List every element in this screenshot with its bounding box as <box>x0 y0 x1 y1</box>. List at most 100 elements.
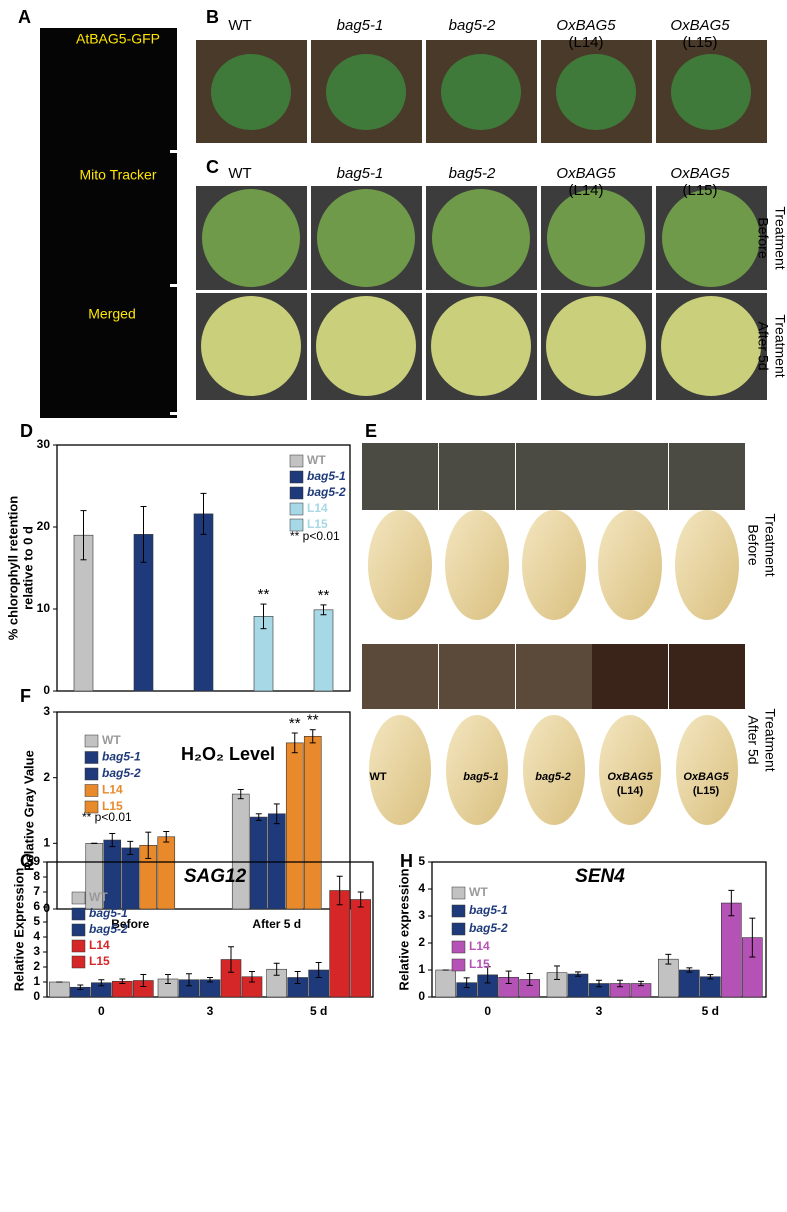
scale-bar <box>170 284 177 287</box>
y-tick-label: 3 <box>43 704 50 718</box>
leaf <box>446 715 508 825</box>
dish <box>202 189 300 287</box>
significance: ** <box>289 715 301 732</box>
legend-label: L14 <box>469 939 490 953</box>
legend-swatch <box>289 502 304 516</box>
legend-swatch <box>451 886 466 900</box>
legend-label: L14 <box>307 501 328 515</box>
panel-letter: H <box>400 851 413 871</box>
legend-swatch <box>289 454 304 468</box>
y-tick-label: 3 <box>418 908 425 922</box>
scale-bar <box>170 150 177 153</box>
legend-swatch <box>84 767 99 781</box>
legend-swatch <box>71 939 86 953</box>
y-tick-label: 2 <box>43 770 50 784</box>
y-tick-label: 0 <box>33 989 40 1003</box>
channel-label: Mito Tracker <box>79 167 156 183</box>
legend-label: L15 <box>307 517 328 531</box>
leaf-micrograph <box>516 443 592 510</box>
bar <box>157 836 176 910</box>
y-tick-label: 1 <box>418 962 425 976</box>
dish <box>316 296 416 396</box>
genotype-label: WT <box>228 17 251 34</box>
y-axis-label: Relative Gray Value <box>21 750 36 871</box>
y-tick-label: 5 <box>33 914 40 928</box>
y-tick-label: 2 <box>418 935 425 949</box>
y-tick-label: 9 <box>33 854 40 868</box>
legend-swatch <box>84 784 99 797</box>
leaf-micrograph <box>362 644 438 709</box>
genotype-label: WT <box>228 165 251 182</box>
genotype-label: bag5-1 <box>337 165 384 182</box>
x-tick-label: 0 <box>98 1004 105 1018</box>
y-tick-label: 5 <box>418 854 425 868</box>
panel-letter: E <box>365 421 377 441</box>
x-tick-label: 3 <box>207 1004 214 1018</box>
y-tick-label: 0 <box>418 989 425 1003</box>
bar <box>231 793 250 910</box>
row-label: Before <box>755 217 771 258</box>
panel-letter: F <box>20 686 31 706</box>
legend-label: L15 <box>89 954 110 968</box>
dish <box>662 189 760 287</box>
bar <box>249 816 268 910</box>
genotype-label: bag5-2 <box>449 165 496 182</box>
legend-label: bag5-2 <box>89 922 128 936</box>
y-axis-label: Relative Expression <box>11 868 26 992</box>
y-axis-label: relative to 0 d <box>20 526 35 610</box>
genotype-label: OxBAG5 <box>670 165 730 182</box>
y-axis-label: % chlorophyll retention <box>5 496 20 641</box>
row-label: Before <box>745 524 761 565</box>
annotation: ** p<0.01 <box>82 810 132 824</box>
bar <box>658 958 679 998</box>
leaf <box>522 510 586 620</box>
bar <box>303 735 322 910</box>
panel-letter: C <box>206 157 219 177</box>
genotype-label: OxBAG5 <box>683 771 729 783</box>
legend-swatch <box>451 958 466 972</box>
significance: ** <box>307 712 319 729</box>
bar <box>193 513 214 692</box>
dish <box>432 189 530 287</box>
y-tick-label: 8 <box>33 869 40 883</box>
genotype-label: bag5-2 <box>449 17 496 34</box>
genotype-line: (L15) <box>693 785 720 797</box>
dish <box>201 296 301 396</box>
leaf <box>445 510 509 620</box>
y-tick-label: 10 <box>37 601 51 615</box>
legend-label: bag5-1 <box>307 469 346 483</box>
panel-letter: G <box>20 851 34 871</box>
row-label: After 5d <box>745 715 761 764</box>
genotype-line: (L14) <box>617 785 644 797</box>
legend-label: L14 <box>89 938 110 952</box>
leaf-micrograph <box>592 644 668 709</box>
leaf <box>599 715 661 825</box>
panel-letter: A <box>18 7 31 27</box>
y-tick-label: 0 <box>43 683 50 697</box>
legend-swatch <box>71 891 86 905</box>
leaf-micrograph <box>362 443 438 510</box>
y-tick-label: 30 <box>37 437 51 451</box>
row-label: Treatment <box>762 513 778 576</box>
bar <box>679 969 700 998</box>
genotype-label: OxBAG5 <box>607 771 653 783</box>
plot-frame <box>56 711 351 910</box>
bar <box>700 976 721 998</box>
legend-label: WT <box>89 890 108 904</box>
panel-letter: B <box>206 7 219 27</box>
rosette <box>556 54 636 130</box>
leaf <box>676 715 738 825</box>
leaf-micrograph <box>669 443 745 510</box>
legend-swatch <box>451 904 466 918</box>
chart-title: SEN4 <box>575 866 625 887</box>
legend-label: bag5-1 <box>89 906 128 920</box>
leaf-micrograph <box>669 644 745 709</box>
row-label: Treatment <box>762 708 778 771</box>
x-tick-label: 3 <box>596 1004 603 1018</box>
y-tick-label: 6 <box>33 899 40 913</box>
rosette <box>671 54 751 130</box>
bar <box>285 742 304 910</box>
bar <box>313 609 334 692</box>
legend-label: bag5-1 <box>102 750 141 764</box>
